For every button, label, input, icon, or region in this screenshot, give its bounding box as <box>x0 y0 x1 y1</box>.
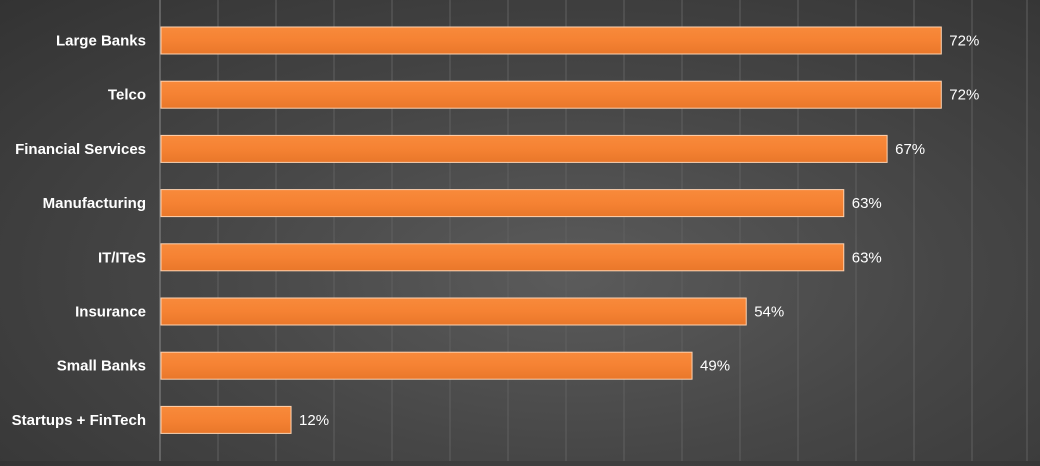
bar-startups-fintech <box>160 405 292 434</box>
bar-manufacturing <box>160 189 845 218</box>
category-label-startups-fintech: Startups + FinTech <box>12 412 146 429</box>
labels: Large Banks 72% Telco 72% Financial Services… <box>12 33 980 429</box>
bar-insurance <box>160 297 747 326</box>
category-label-manufacturing: Manufacturing <box>43 195 146 212</box>
value-label-manufacturing: 63% <box>852 195 882 212</box>
category-label-insurance: Insurance <box>75 304 146 321</box>
bar-telco <box>160 80 942 109</box>
value-label-startups-fintech: 12% <box>299 412 329 429</box>
value-label-financial-services: 67% <box>895 141 925 158</box>
category-label-it-ites: IT/ITeS <box>98 249 146 266</box>
category-label-small-banks: Small Banks <box>57 358 146 375</box>
category-label-large-banks: Large Banks <box>56 33 146 50</box>
value-label-large-banks: 72% <box>949 33 979 50</box>
value-label-it-ites: 63% <box>852 249 882 266</box>
value-label-telco: 72% <box>949 87 979 104</box>
bar-small-banks <box>160 351 693 380</box>
value-label-insurance: 54% <box>754 304 784 321</box>
bars <box>160 26 942 434</box>
category-label-telco: Telco <box>108 87 146 104</box>
value-label-small-banks: 49% <box>700 358 730 375</box>
gridlines <box>217 0 1028 461</box>
category-label-financial-services: Financial Services <box>15 141 146 158</box>
bar-large-banks <box>160 26 942 55</box>
bar-financial-services <box>160 134 888 163</box>
bar-it-ites <box>160 243 845 272</box>
